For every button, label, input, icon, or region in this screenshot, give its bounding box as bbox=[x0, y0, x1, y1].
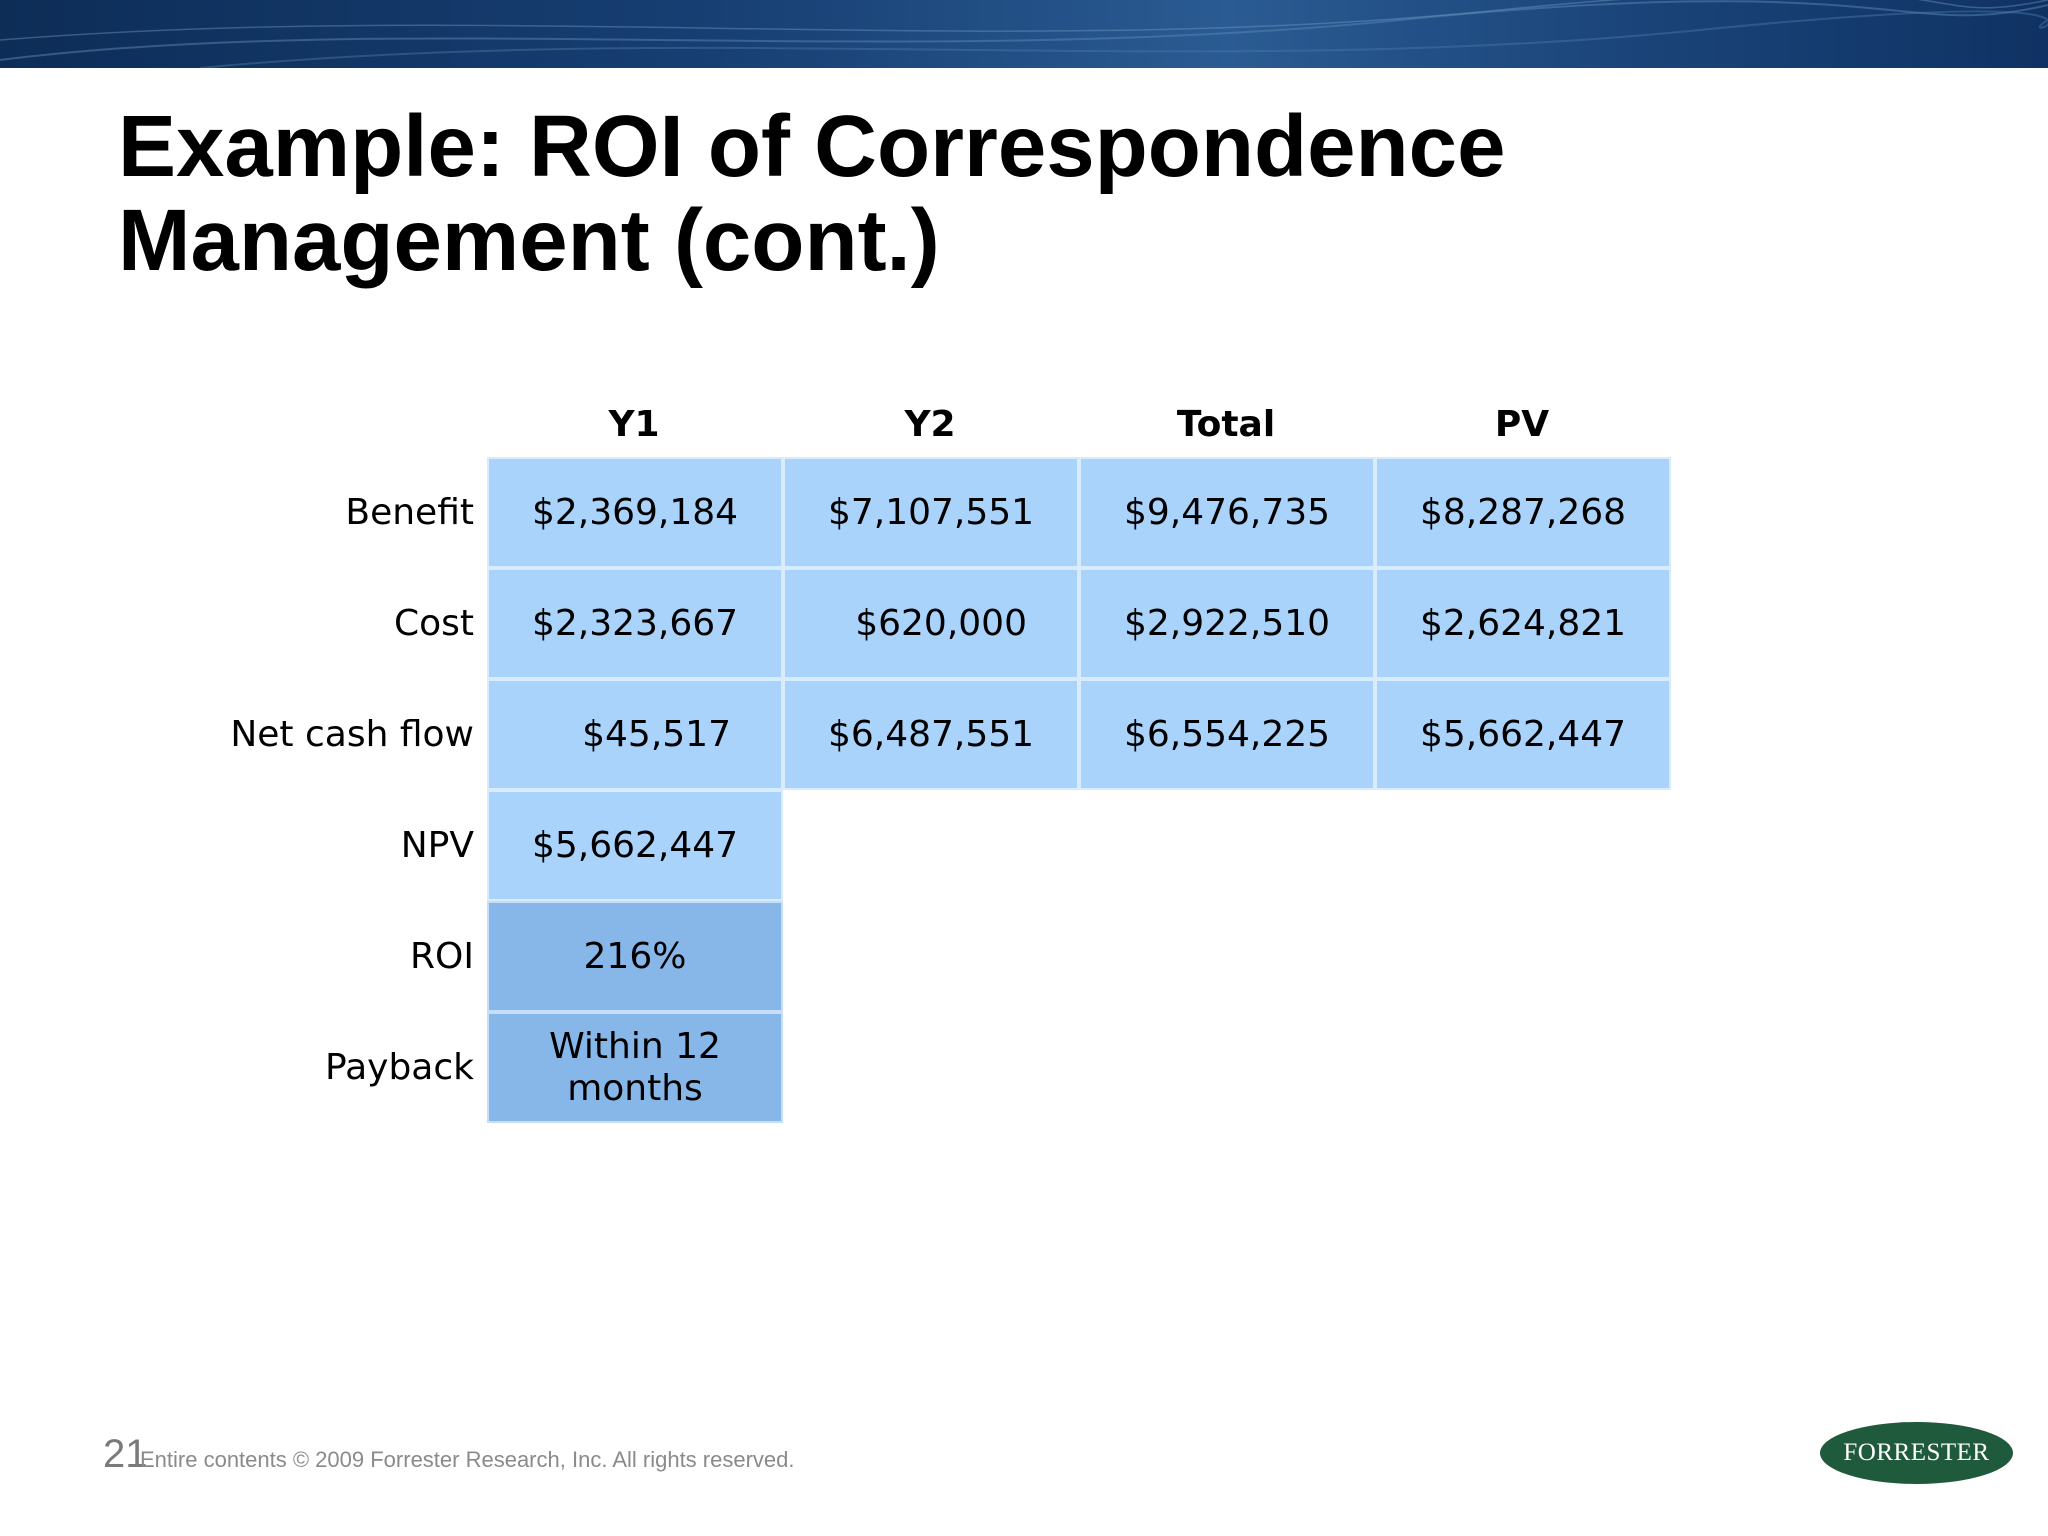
column-header-y2: Y2 bbox=[904, 404, 956, 445]
cell-cost-y2: $620,000 bbox=[783, 568, 1079, 679]
title-line-2: Management (cont.) bbox=[118, 192, 940, 289]
cell-benefit-y1: $2,369,184 bbox=[487, 457, 783, 568]
cell-benefit-y2: $7,107,551 bbox=[783, 457, 1079, 568]
row-label-net-cash-flow: Net cash flow bbox=[230, 714, 474, 755]
page-number: 21 bbox=[103, 1432, 148, 1476]
title-line-1: Example: ROI of Correspondence bbox=[118, 98, 1506, 195]
cell-cost-total: $2,922,510 bbox=[1079, 568, 1375, 679]
column-header-pv: PV bbox=[1494, 404, 1550, 445]
cell-net-cash-flow-pv: $5,662,447 bbox=[1375, 679, 1671, 790]
column-header-y1: Y1 bbox=[608, 404, 660, 445]
row-label-benefit: Benefit bbox=[345, 492, 474, 533]
cell-net-cash-flow-y1: $45,517 bbox=[487, 679, 783, 790]
slide-title: Example: ROI of Correspondence Managemen… bbox=[118, 100, 1818, 288]
cell-cost-pv: $2,624,821 bbox=[1375, 568, 1671, 679]
cell-npv: $5,662,447 bbox=[487, 790, 783, 901]
cell-cost-y1: $2,323,667 bbox=[487, 568, 783, 679]
copyright-footer: Entire contents © 2009 Forrester Researc… bbox=[140, 1447, 795, 1472]
row-label-payback: Payback bbox=[324, 1047, 474, 1088]
cell-benefit-pv: $8,287,268 bbox=[1375, 457, 1671, 568]
cell-payback: Within 12 months bbox=[487, 1012, 783, 1123]
column-header-total: Total bbox=[1176, 404, 1276, 445]
banner-swirl-decoration bbox=[0, 0, 2048, 68]
row-label-roi: ROI bbox=[410, 936, 474, 977]
forrester-logo: FORRESTER bbox=[1820, 1422, 2013, 1484]
top-banner bbox=[0, 0, 2048, 68]
cell-net-cash-flow-y2: $6,487,551 bbox=[783, 679, 1079, 790]
cell-roi: 216% bbox=[487, 901, 783, 1012]
cell-net-cash-flow-total: $6,554,225 bbox=[1079, 679, 1375, 790]
row-label-cost: Cost bbox=[393, 603, 474, 644]
cell-benefit-total: $9,476,735 bbox=[1079, 457, 1375, 568]
row-label-npv: NPV bbox=[400, 825, 474, 866]
